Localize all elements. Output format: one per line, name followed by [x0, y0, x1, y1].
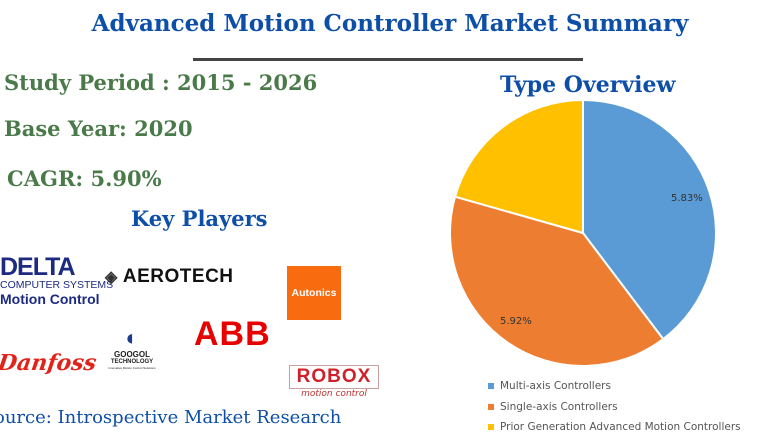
key-players-heading: Key Players [131, 206, 268, 231]
logo-danfoss: Danfoss [0, 350, 98, 376]
logo-robox: ROBOX motion control [289, 365, 379, 399]
googol-swirl-icon: ◐ [125, 325, 139, 350]
legend-swatch [488, 403, 494, 410]
legend-label: Multi-axis Controllers [500, 380, 611, 392]
study-period: Study Period : 2015 - 2026 [4, 70, 318, 95]
pie-slice-prior-generation-advanced-motion-controllers [453, 98, 584, 235]
logo-abb: ABB [194, 316, 271, 352]
logo-autonics: Autonics [287, 266, 341, 320]
base-year: Base Year: 2020 [4, 116, 193, 141]
title-divider [193, 58, 583, 61]
legend-item-single-axis: Single-axis Controllers [488, 397, 741, 418]
logo-robox-name: ROBOX [289, 365, 379, 389]
legend-item-multi-axis: Multi-axis Controllers [488, 376, 741, 397]
page-title: Advanced Motion Controller Market Summar… [91, 10, 689, 37]
logo-googol: ◐ GOOGOL TECHNOLOGY Innovative Motion Co… [100, 326, 164, 371]
aerotech-diamond-icon: ◈ [105, 269, 118, 286]
logo-autonics-name: Autonics [291, 287, 337, 299]
legend-item-prior-generation: Prior Generation Advanced Motion Control… [488, 417, 741, 438]
logo-delta-sub2: Motion Control [0, 291, 100, 307]
logo-delta-name: DELTA [0, 253, 76, 281]
slice-label-multi-axis: 5.83% [671, 193, 703, 204]
logo-aerotech-name: AEROTECH [122, 266, 234, 287]
slice-label-single-axis: 5.92% [500, 316, 532, 327]
legend-label: Single-axis Controllers [500, 400, 618, 413]
logo-delta-sub: COMPUTER SYSTEMS [0, 279, 114, 291]
logo-googol-sub: TECHNOLOGY [110, 359, 154, 365]
legend-label: Prior Generation Advanced Motion Control… [500, 421, 741, 433]
pie-slice-single-axis-controllers [449, 195, 665, 367]
pie-slice-multi-axis-controllers [582, 98, 717, 341]
logo-danfoss-name: Danfoss [0, 350, 99, 376]
logo-googol-name: GOOGOL [114, 350, 150, 359]
chart-legend: Multi-axis Controllers Single-axis Contr… [488, 376, 741, 438]
logo-googol-sub2: Innovative Motion Control Solutions [108, 366, 156, 370]
legend-swatch [488, 424, 494, 430]
logo-delta: DELTA COMPUTER SYSTEMS Motion Control [0, 253, 114, 308]
pie-chart: 5.83% 5.92% [449, 98, 717, 367]
chart-title: Type Overview [500, 72, 676, 98]
source-note: ource: Introspective Market Research [0, 407, 342, 428]
legend-swatch [488, 383, 494, 389]
cagr: CAGR: 5.90% [7, 166, 162, 191]
logo-aerotech: ◈ AEROTECH [105, 266, 234, 288]
logo-robox-sub: motion control [301, 389, 367, 399]
logo-abb-name: ABB [194, 315, 271, 353]
